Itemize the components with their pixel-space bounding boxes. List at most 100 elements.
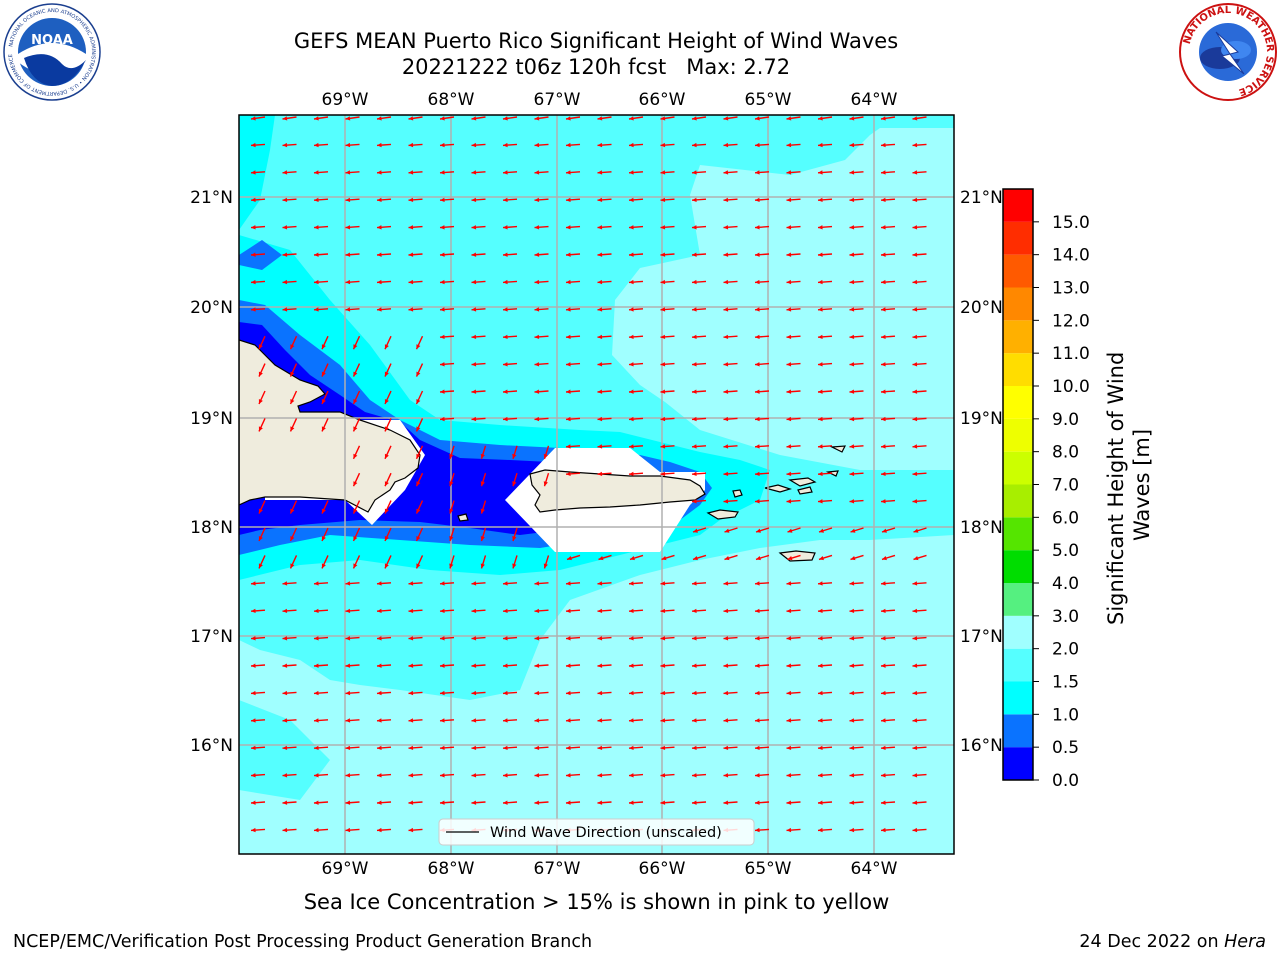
wind-wave-arrow [345, 608, 360, 614]
wind-wave-arrow [849, 581, 864, 586]
wind-wave-arrow [817, 307, 833, 312]
wind-wave-arrow [628, 389, 644, 394]
wind-wave-arrow [376, 279, 392, 285]
wind-wave-arrow [912, 608, 927, 614]
wind-wave-arrow [786, 608, 801, 614]
wind-wave-arrow [660, 608, 675, 614]
colorbar-tick-label: 6.0 [1052, 508, 1079, 528]
wind-wave-arrow [597, 116, 612, 121]
wind-wave-arrow [597, 444, 612, 449]
wind-wave-arrow [313, 170, 329, 175]
wind-wave-arrow [534, 334, 549, 340]
colorbar-tick-label: 7.0 [1052, 476, 1079, 496]
wind-wave-arrow [289, 390, 298, 405]
wind-wave-arrow [439, 142, 455, 148]
wind-wave-arrow [786, 225, 801, 230]
wind-wave-arrow [313, 690, 329, 696]
wind-wave-arrow [415, 527, 424, 542]
wind-wave-arrow [250, 718, 266, 723]
wind-wave-arrow [691, 116, 707, 121]
wind-wave-arrow [628, 334, 644, 340]
wind-wave-arrow [439, 389, 455, 394]
wind-wave-arrow [817, 252, 833, 257]
wind-wave-arrow [880, 197, 896, 203]
wind-wave-arrow [282, 252, 297, 257]
wind-wave-arrow [565, 471, 581, 477]
wind-wave-arrow [321, 500, 329, 514]
wind-wave-arrow [691, 718, 707, 723]
wind-wave-arrow [849, 745, 864, 751]
wind-wave-arrow [471, 142, 486, 148]
wind-wave-arrow [660, 334, 675, 340]
wind-wave-arrow [691, 663, 707, 668]
wind-wave-arrow [754, 581, 770, 586]
wind-wave-arrow [880, 800, 896, 805]
wind-wave-arrow [565, 444, 581, 449]
wind-wave-arrow [786, 773, 801, 778]
wind-wave-arrow [754, 116, 770, 121]
wind-wave-arrow [565, 416, 581, 422]
wind-wave-arrow [471, 690, 486, 696]
wind-wave-arrow [321, 418, 329, 432]
wind-wave-arrow [408, 279, 423, 285]
colorbar-tick-label: 3.0 [1052, 607, 1079, 627]
lon-tick-label: 66°W [639, 90, 686, 110]
wind-wave-arrow [408, 800, 423, 805]
wind-wave-arrow [439, 416, 455, 422]
wind-wave-arrow [597, 197, 612, 203]
wind-wave-arrow [376, 307, 392, 312]
wind-wave-arrow [628, 800, 644, 805]
wind-wave-arrow [691, 170, 707, 175]
wind-wave-arrow [534, 116, 549, 121]
wind-wave-arrow [628, 471, 644, 477]
wind-wave-arrow [912, 663, 927, 668]
wind-wave-arrow [912, 827, 927, 833]
wind-wave-arrow [597, 389, 612, 394]
colorbar-swatch [1003, 583, 1033, 616]
wind-wave-arrow [534, 636, 549, 641]
wind-wave-arrow [691, 499, 707, 504]
wind-wave-arrow [376, 745, 392, 751]
noaa-logo-icon: NATIONAL OCEANIC AND ATMOSPHERIC ADMINIS… [3, 3, 101, 101]
wind-wave-arrow [282, 279, 297, 285]
wind-wave-arrow [754, 827, 770, 833]
wind-wave-arrow [786, 362, 801, 367]
wind-wave-arrow [376, 800, 392, 805]
lat-tick-label: 19°N [960, 409, 1003, 429]
wind-wave-arrow [376, 142, 392, 148]
colorbar-tick-label: 1.0 [1052, 705, 1079, 725]
wind-wave-arrow [534, 389, 549, 394]
wind-wave-arrow [345, 225, 360, 230]
wind-wave-arrow [352, 363, 361, 377]
wind-wave-arrow [880, 718, 896, 723]
wind-wave-arrow [817, 116, 833, 121]
wind-wave-arrow [439, 690, 455, 696]
colorbar-swatch [1003, 353, 1033, 386]
legend-box [438, 818, 755, 846]
wind-wave-arrow [250, 116, 266, 121]
wind-wave-arrow [817, 279, 833, 285]
wind-wave-arrow [282, 608, 297, 614]
wind-wave-arrow [502, 690, 518, 696]
wind-wave-arrow [258, 335, 266, 350]
wind-wave-arrow [565, 389, 581, 394]
colorbar-tick-label: 10.0 [1052, 377, 1090, 397]
wind-wave-arrow [912, 416, 927, 422]
wind-wave-arrow [754, 142, 770, 148]
wind-wave-arrow [597, 690, 612, 696]
wind-wave-arrow [880, 444, 896, 449]
wind-wave-arrow [912, 116, 927, 121]
wind-wave-arrow [376, 690, 392, 696]
wind-wave-arrow [502, 636, 518, 641]
wind-wave-arrow [817, 389, 833, 394]
wind-wave-arrow [691, 225, 707, 230]
wind-wave-arrow [786, 499, 801, 504]
wind-wave-arrow [439, 252, 455, 257]
wind-wave-arrow [754, 197, 770, 203]
wind-wave-arrow [660, 773, 675, 778]
wind-wave-arrow [408, 745, 423, 751]
wind-wave-arrow [786, 471, 801, 477]
wind-wave-arrow [723, 252, 738, 257]
colorbar-swatch [1003, 550, 1033, 583]
wind-wave-arrow [691, 389, 707, 394]
